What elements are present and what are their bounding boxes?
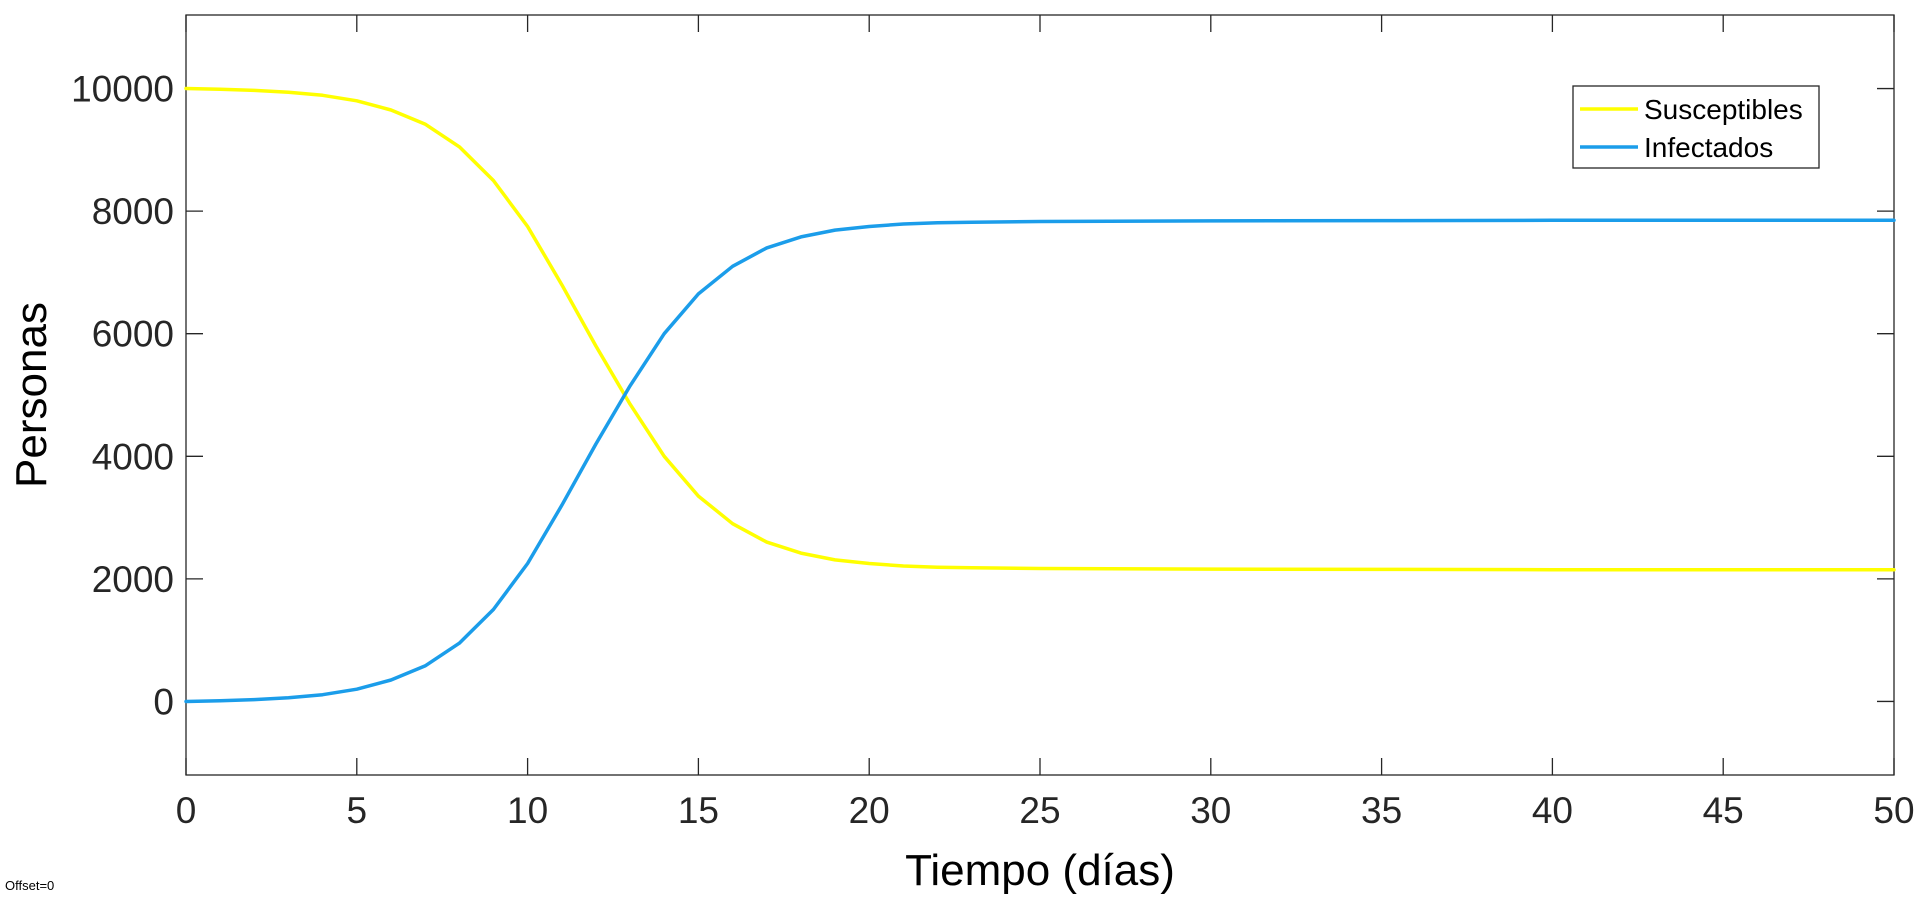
series-line-infectados — [184, 218, 1896, 704]
x-axis-label: Tiempo (días) — [905, 846, 1175, 895]
x-tick-label-5: 25 — [1019, 790, 1060, 831]
y-tick-label-5: 10000 — [71, 69, 174, 110]
x-tick-label-8: 40 — [1532, 790, 1573, 831]
x-tick-label-3: 15 — [678, 790, 719, 831]
x-tick-label-9: 45 — [1703, 790, 1744, 831]
tick-labels: 0 5 10 15 20 25 30 35 40 45 50 0 2000 4000 6000 8000 100… — [71, 69, 1914, 831]
y-tick-label-4: 8000 — [92, 191, 174, 232]
axis-ticks — [185, 15, 1895, 775]
y-tick-label-3: 6000 — [92, 314, 174, 355]
y-axis-label: Personas — [7, 302, 56, 488]
series-lines — [184, 86, 1896, 704]
legend-label-susceptibles: Susceptibles — [1644, 94, 1803, 125]
x-tick-label-0: 0 — [176, 790, 197, 831]
x-tick-label-4: 20 — [849, 790, 890, 831]
x-tick-label-10: 50 — [1873, 790, 1914, 831]
x-tick-label-6: 30 — [1190, 790, 1231, 831]
offset-note: Offset=0 — [5, 878, 55, 893]
y-tick-label-2: 4000 — [92, 436, 174, 477]
x-tick-label-1: 5 — [347, 790, 368, 831]
y-tick-label-0: 0 — [153, 681, 174, 722]
series-line-susceptibles — [184, 86, 1896, 572]
x-tick-label-2: 10 — [507, 790, 548, 831]
x-tick-label-7: 35 — [1361, 790, 1402, 831]
legend-box — [1572, 85, 1820, 169]
legend-label-infectados: Infectados — [1644, 132, 1773, 163]
legend: Susceptibles Infectados — [1572, 85, 1820, 169]
y-tick-label-1: 2000 — [92, 559, 174, 600]
